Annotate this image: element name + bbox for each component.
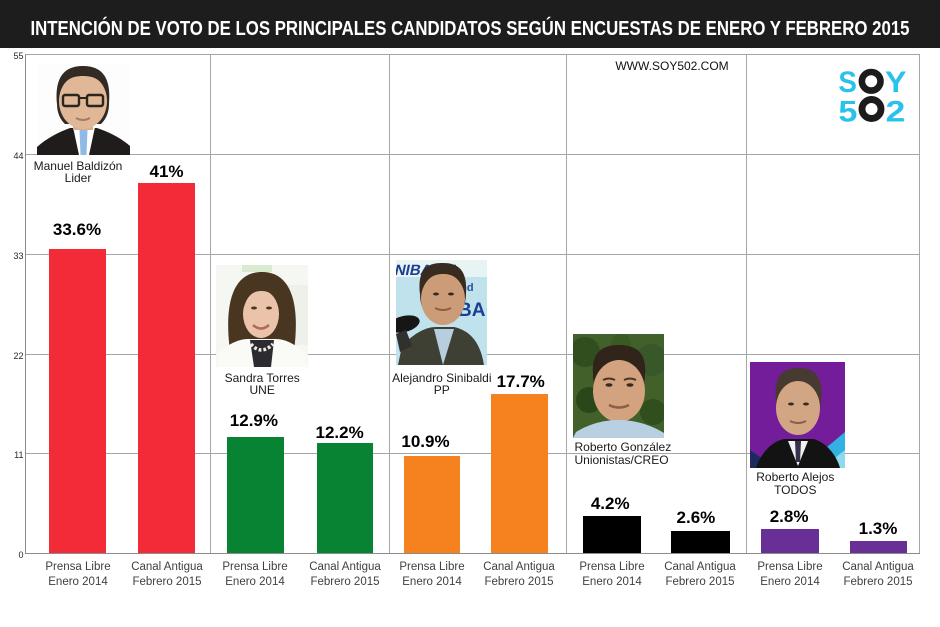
svg-text:2: 2 [886,95,906,128]
svg-text:5: 5 [838,95,857,128]
svg-text:S: S [838,66,857,99]
svg-text:Y: Y [885,66,907,99]
svg-text:BA: BA [458,300,486,321]
